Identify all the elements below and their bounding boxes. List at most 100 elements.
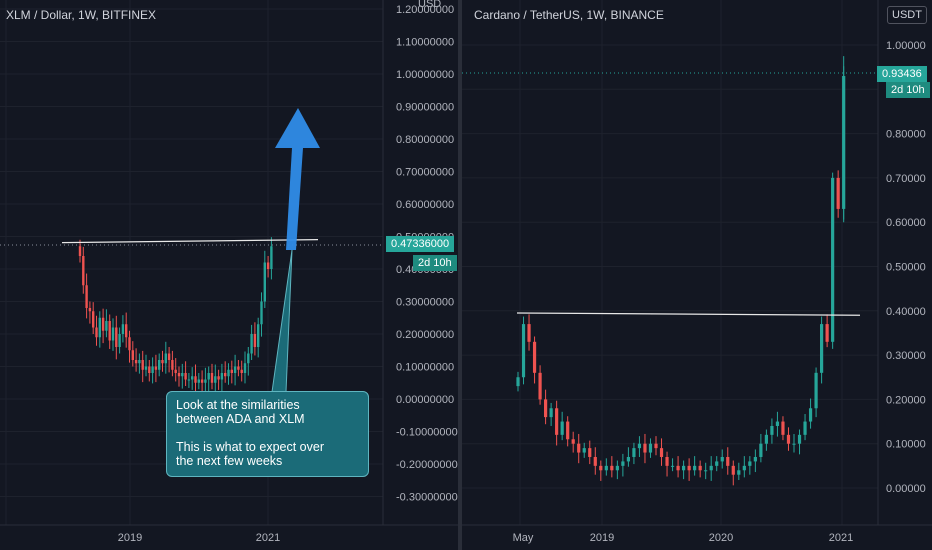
candle-body xyxy=(171,360,174,370)
candle-body xyxy=(521,324,526,378)
candle-body xyxy=(770,425,774,435)
candle-body xyxy=(764,434,768,444)
candle-body xyxy=(184,373,187,380)
candle-body xyxy=(786,434,791,444)
candle-body xyxy=(194,376,197,383)
candle-body xyxy=(803,421,807,435)
candle-body xyxy=(187,379,191,381)
ada-last-price-tag: 0.93436 xyxy=(877,66,927,82)
candle-body xyxy=(720,456,724,462)
candle-body xyxy=(151,366,154,373)
x-tick-label: May xyxy=(513,532,534,544)
pane-divider[interactable] xyxy=(458,0,462,550)
candle-body xyxy=(240,369,243,373)
y-tick-label: 0.60000 xyxy=(886,217,926,229)
candle-body xyxy=(220,373,224,380)
candle-body xyxy=(210,373,214,383)
annotation-callout[interactable]: Look at the similarities between ADA and… xyxy=(166,391,369,477)
x-tick-label: 2020 xyxy=(709,532,733,544)
candle-body xyxy=(138,360,141,364)
candle-body xyxy=(257,324,260,347)
candle-body xyxy=(637,443,642,449)
note-line: Look at the similarities xyxy=(176,398,300,412)
y-tick-label: 0.10000 xyxy=(886,439,926,451)
candle-body xyxy=(92,311,95,328)
candle-body xyxy=(118,334,121,347)
y-tick-label: -0.10000000 xyxy=(396,427,458,439)
y-tick-label: 1.10000000 xyxy=(396,37,454,49)
candle-body xyxy=(532,341,537,373)
ada-chart-pane[interactable]: 1.000000.900000.800000.700000.600000.500… xyxy=(462,0,932,550)
xlm-chart-pane[interactable]: 1.20000000 1.10000000 1.00000000 0.90000000… xyxy=(0,0,458,550)
candle-body xyxy=(174,369,177,373)
candle-body xyxy=(588,448,592,457)
y-tick-label: 0.60000000 xyxy=(396,199,454,211)
ada-currency-button[interactable]: USDT xyxy=(887,6,927,24)
candle-body xyxy=(775,421,780,426)
candle-body xyxy=(759,443,763,457)
candle-body xyxy=(95,327,98,338)
xlm-chart-title: XLM / Dollar, 1W, BITFINEX xyxy=(6,8,157,22)
candle-body xyxy=(230,369,233,373)
candle-body xyxy=(144,366,148,370)
candle-body xyxy=(753,456,757,462)
candle-body xyxy=(538,372,542,400)
candle-body xyxy=(111,327,115,341)
note-line: the next few weeks xyxy=(176,454,283,468)
xlm-currency-label: USD xyxy=(418,0,442,10)
ada-countdown-tag: 2d 10h xyxy=(886,82,930,98)
ada-chart-title: Cardano / TetherUS, 1W, BINANCE xyxy=(474,8,664,22)
y-tick-label: -0.30000000 xyxy=(396,492,458,504)
y-tick-label: 0.10000000 xyxy=(396,362,454,374)
candle-body xyxy=(181,373,184,377)
candle-body xyxy=(687,465,691,471)
candle-body xyxy=(737,470,741,475)
y-tick-label: 0.70000000 xyxy=(396,167,454,179)
x-tick-label: 2021 xyxy=(829,532,853,544)
xlm-last-price-tag: 0.47336000 xyxy=(386,236,455,252)
note-line: This is what to expect over xyxy=(176,440,324,454)
candle-body xyxy=(742,465,746,471)
y-tick-label: 0.20000 xyxy=(886,394,926,406)
candle-body xyxy=(632,448,636,457)
candle-body xyxy=(654,443,658,449)
candle-body xyxy=(626,456,630,462)
candle-body xyxy=(549,408,553,418)
candle-body xyxy=(98,317,101,338)
candle-body xyxy=(593,456,597,466)
candle-body xyxy=(78,246,82,256)
candle-body xyxy=(224,373,227,377)
candle-body xyxy=(270,246,273,269)
ada-chart-svg[interactable]: 1.000000.900000.800000.700000.600000.500… xyxy=(462,0,932,550)
candle-body xyxy=(544,399,548,418)
y-tick-label: 0.30000 xyxy=(886,350,926,362)
candle-body xyxy=(154,366,158,370)
candle-body xyxy=(516,377,520,387)
up-arrow-icon xyxy=(275,108,320,250)
candle-body xyxy=(108,321,111,341)
candle-body xyxy=(715,461,719,466)
y-tick-label: 0.20000000 xyxy=(396,329,454,341)
candle-body xyxy=(207,373,210,380)
callout-pointer xyxy=(271,249,293,393)
candle-body xyxy=(831,177,835,342)
candle-body xyxy=(260,301,263,325)
x-tick-label: 2019 xyxy=(118,532,142,544)
candle-body xyxy=(121,324,125,334)
candle-body xyxy=(247,353,250,364)
candle-body xyxy=(134,360,138,364)
candle-body xyxy=(227,369,230,377)
candle-body xyxy=(266,262,270,269)
candle-body xyxy=(161,360,164,364)
candle-body xyxy=(191,376,194,380)
candle-body xyxy=(643,443,647,453)
candle-body xyxy=(158,360,161,370)
candle-body xyxy=(599,465,603,471)
candle-body xyxy=(128,337,131,351)
candle-body xyxy=(204,379,207,383)
candle-body xyxy=(527,324,531,342)
candle-body xyxy=(682,465,686,471)
candle-body xyxy=(105,321,108,331)
candle-body xyxy=(731,465,735,475)
x-tick-label: 2019 xyxy=(590,532,614,544)
